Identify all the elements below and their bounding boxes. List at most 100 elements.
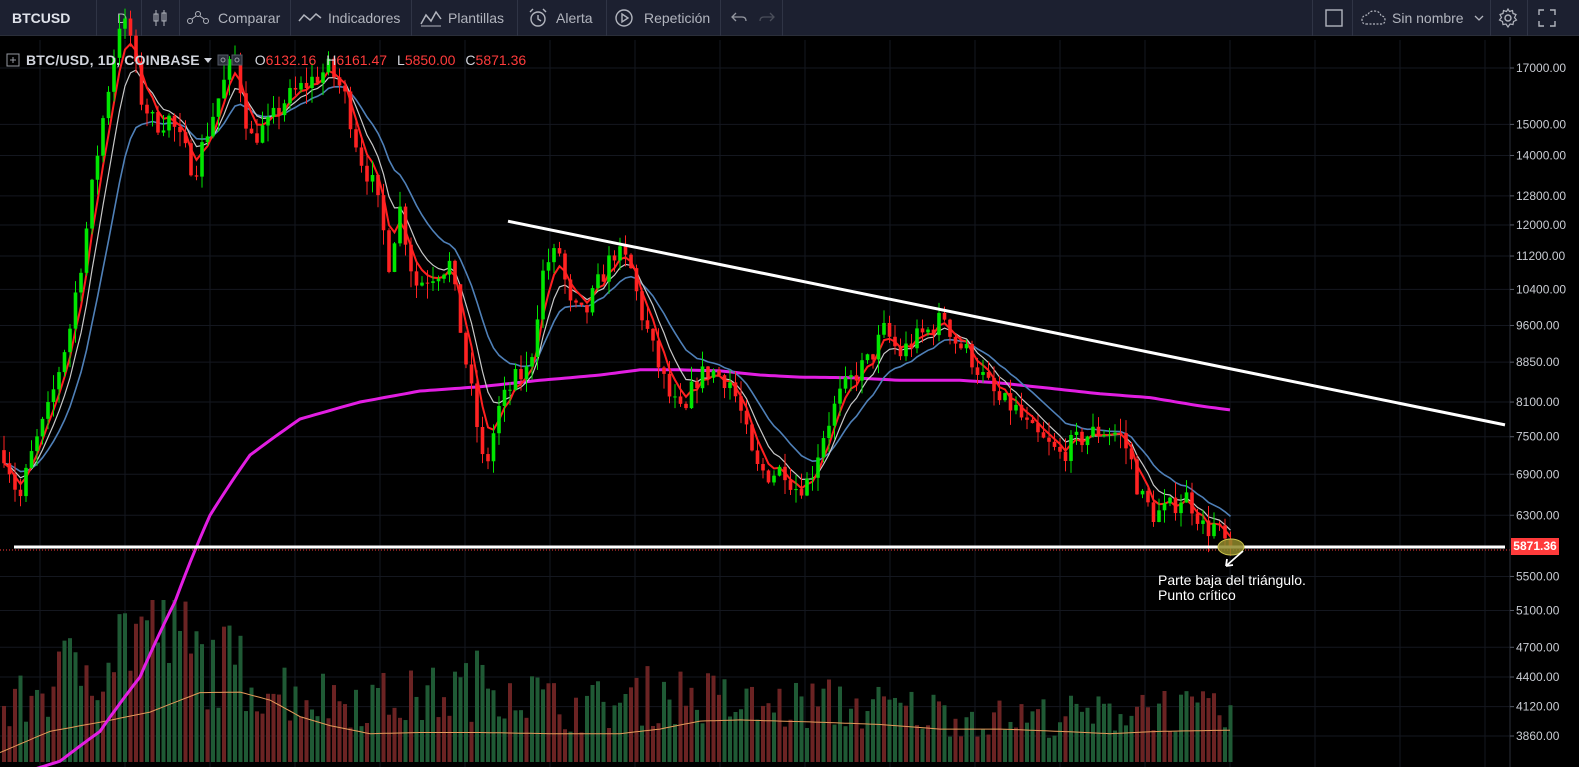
volume-bar [739, 709, 743, 762]
layout-name-dropdown[interactable]: Sin nombre [1360, 0, 1488, 36]
templates-button[interactable]: Plantillas [420, 0, 520, 36]
candle-body [332, 58, 336, 78]
candle-body [596, 274, 600, 289]
candle-body [172, 115, 177, 127]
candle-body [634, 268, 639, 292]
replay-label: Repetición [644, 10, 711, 26]
volume-bar [46, 716, 50, 762]
settings-button[interactable] [1496, 0, 1520, 36]
volume-bar [1014, 727, 1018, 762]
volume-bar [667, 699, 672, 762]
candle-body [964, 343, 969, 349]
volume-bar [827, 679, 831, 762]
candle-body [167, 115, 171, 131]
indicators-button[interactable]: Indicadores [298, 0, 408, 36]
candle-body [700, 366, 705, 389]
candle-body [1195, 513, 1200, 524]
candle-body [277, 107, 281, 116]
descending-trendline[interactable] [507, 219, 1506, 427]
alert-label: Alerta [556, 10, 593, 26]
volume-bar [926, 725, 930, 762]
candle-body [1003, 393, 1007, 401]
candle-body [150, 111, 155, 114]
candle-body [585, 304, 589, 313]
candle-body [546, 262, 551, 271]
volume-bar [392, 707, 397, 762]
volume-bar [1008, 721, 1013, 762]
candle-body [1146, 490, 1150, 503]
volume-bar [123, 613, 127, 762]
annotation-line-1: Parte baja del triángulo. [1158, 572, 1306, 588]
candle-body [1118, 432, 1123, 434]
redo-button[interactable] [756, 0, 778, 36]
volume-bar [414, 696, 419, 762]
candle-body [816, 457, 820, 478]
volume-bar [788, 719, 793, 762]
candle-body [607, 255, 611, 282]
price-tick-label: 6300.00 [1516, 508, 1560, 522]
chevron-down-icon [1474, 15, 1484, 21]
candle-body [733, 382, 738, 397]
candle-body [854, 375, 859, 381]
caret-down-icon[interactable] [203, 56, 213, 64]
candle-body [761, 464, 765, 471]
legend-symbol: BTC/USD, 1D, COINBASE [26, 52, 200, 68]
undo-button[interactable] [728, 0, 750, 36]
volume-bar [992, 712, 996, 762]
candle-body [821, 438, 826, 458]
candle-body [838, 388, 842, 404]
volume-bar [689, 687, 694, 762]
volume-bar [1212, 693, 1216, 762]
candle-body [843, 377, 848, 389]
candle-body [937, 312, 941, 336]
candle-body [508, 389, 512, 391]
volume-bar [90, 695, 94, 762]
symbol-search[interactable]: BTCUSD [12, 0, 92, 36]
candle-body [926, 329, 930, 333]
volume-bar [469, 721, 474, 762]
cloud-icon [1361, 10, 1386, 25]
fullscreen-layout-button[interactable] [1322, 0, 1346, 36]
interval-label: D [116, 10, 128, 26]
chart-legend: BTC/USD, 1D, COINBASE O 6132.16 H 6161.47 … [6, 51, 526, 69]
chart-type-button[interactable] [146, 0, 174, 36]
indicators-icon [298, 12, 322, 22]
volume-bar [1118, 714, 1123, 762]
candle-body [1173, 497, 1178, 514]
annotation-text[interactable]: Parte baja del triángulo. Punto crítico [1158, 573, 1306, 603]
candle-body [739, 396, 743, 411]
compare-button[interactable]: Comparar [186, 0, 286, 36]
volume-bar [700, 723, 705, 762]
candle-body [640, 291, 644, 321]
volume-bar [134, 623, 138, 762]
volume-bar [332, 685, 336, 762]
volume-bar [431, 667, 435, 762]
interval-button[interactable]: D [104, 0, 140, 36]
volume-bar [117, 614, 122, 762]
volume-bar [57, 651, 61, 762]
candle-body [453, 260, 457, 285]
volume-bar [810, 683, 815, 762]
alert-button[interactable]: Alerta [528, 0, 604, 36]
volume-bar [816, 706, 820, 762]
settings-mini-icon[interactable] [217, 53, 245, 67]
candle-body [865, 354, 870, 361]
candle-body [920, 328, 925, 333]
critical-point-marker[interactable] [1217, 538, 1245, 556]
candle-body [304, 82, 309, 89]
candle-body [1036, 423, 1040, 433]
candle-body [216, 98, 221, 117]
price-tick-label: 12000.00 [1516, 218, 1566, 232]
price-axis[interactable]: 17000.00 15000.00 14000.00 12800.00 12000.00… [1510, 61, 1566, 743]
candle-body [326, 58, 331, 73]
candle-body [95, 155, 100, 180]
plus-square-icon[interactable] [6, 53, 20, 67]
fullscreen-button[interactable] [1535, 0, 1559, 36]
volume-bar [893, 697, 897, 762]
candle-body [194, 175, 199, 177]
volume-bar [942, 705, 947, 762]
candle-body [519, 369, 523, 380]
candle-body [1184, 492, 1189, 503]
replay-button[interactable]: Repetición [614, 0, 720, 36]
